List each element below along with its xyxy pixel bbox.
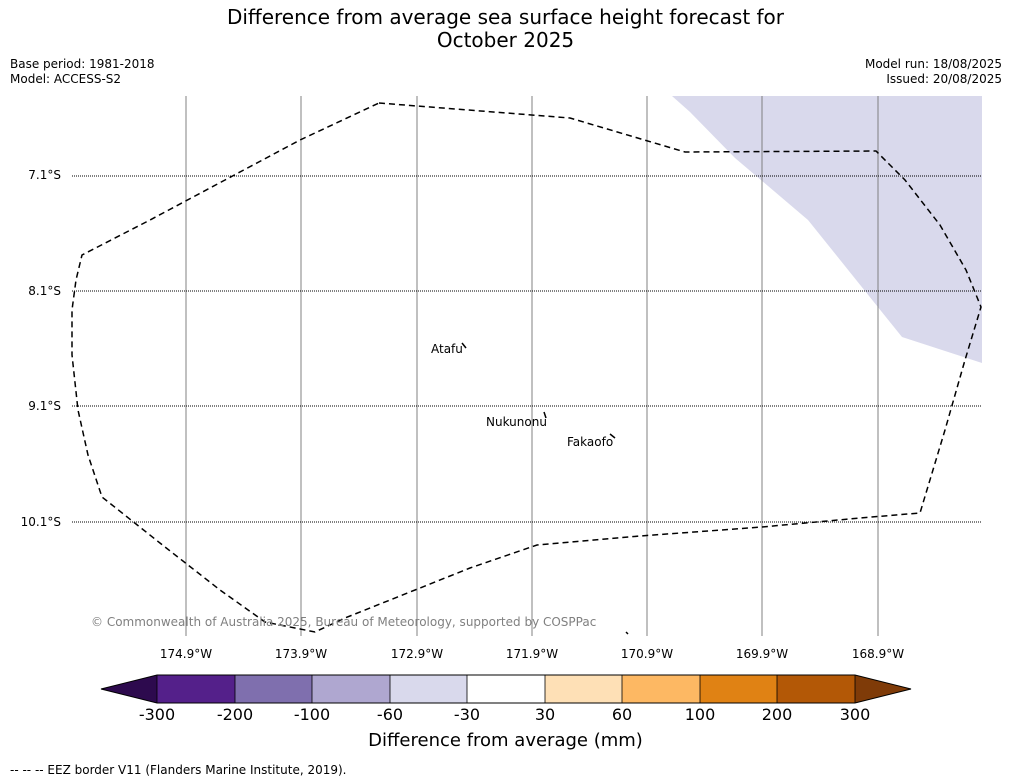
place-atafu: Atafu [431,342,463,356]
colorbar-segment [777,675,855,703]
eez-legend-footer: -- -- -- EEZ border V11 (Flanders Marine… [10,763,347,777]
atafu-atoll-mark [461,342,467,349]
lat-label: 9.1°S [28,399,61,413]
model-run: Model run: 18/08/2025 [864,57,1002,71]
colorbar-segment [622,675,700,703]
issued-date: Issued: 20/08/2025 [886,72,1002,86]
colorbar-tick: -60 [376,705,404,724]
colorbar-tick: -300 [138,705,176,724]
colorbar [100,674,912,704]
colorbar-dividers [156,675,856,703]
lon-label: 171.9°W [505,647,559,661]
map-title: Difference from average sea surface heig… [0,6,1011,52]
colorbar-tick: -30 [453,705,481,724]
longitude-gridlines [185,96,879,636]
colorbar-tick: 30 [534,705,556,724]
meta-left: Base period: 1981-2018 Model: ACCESS-S2 [10,57,155,87]
colorbar-tick: 200 [761,705,793,724]
colorbar-segment [545,675,622,703]
colorbar-segment [157,675,235,703]
colorbar-segment [312,675,390,703]
lon-label: 169.9°W [735,647,789,661]
nukunonu-atoll-mark [543,411,547,419]
colorbar-segment [700,675,777,703]
lon-label: 172.9°W [390,647,444,661]
title-line-2: October 2025 [436,28,575,52]
lat-label: 10.1°S [20,515,61,529]
lon-label: 173.9°W [274,647,328,661]
colorbar-label: Difference from average (mm) [368,730,643,751]
fakaofo-atoll-mark [609,433,616,439]
meta-right: Model run: 18/08/2025 Issued: 20/08/2025 [865,57,1002,87]
colorbar-tick: -100 [293,705,331,724]
lon-label: 168.9°W [851,647,905,661]
colorbar-tick: 60 [611,705,633,724]
lat-label: 7.1°S [28,168,61,182]
colorbar-segment [390,675,467,703]
lat-label: 8.1°S [28,284,61,298]
copyright-notice: © Commonwealth of Australia 2025, Bureau… [91,615,597,629]
colorbar-tick: 300 [839,705,871,724]
lon-label: 174.9°W [159,647,213,661]
anomaly-region [672,96,982,363]
title-line-1: Difference from average sea surface heig… [226,5,785,29]
base-period: Base period: 1981-2018 [10,57,155,71]
lon-label: 170.9°W [620,647,674,661]
colorbar-segment [855,675,911,703]
place-nukunonu: Nukunonu [486,415,547,429]
colorbar-segment [467,675,545,703]
colorbar-segment [101,675,157,703]
latitude-gridlines [72,175,982,523]
model-name: Model: ACCESS-S2 [10,72,122,86]
colorbar-tick: 100 [684,705,716,724]
minor-island-mark [625,631,629,635]
colorbar-segment [235,675,312,703]
colorbar-tick: -200 [216,705,254,724]
place-fakaofo: Fakaofo [567,435,614,449]
